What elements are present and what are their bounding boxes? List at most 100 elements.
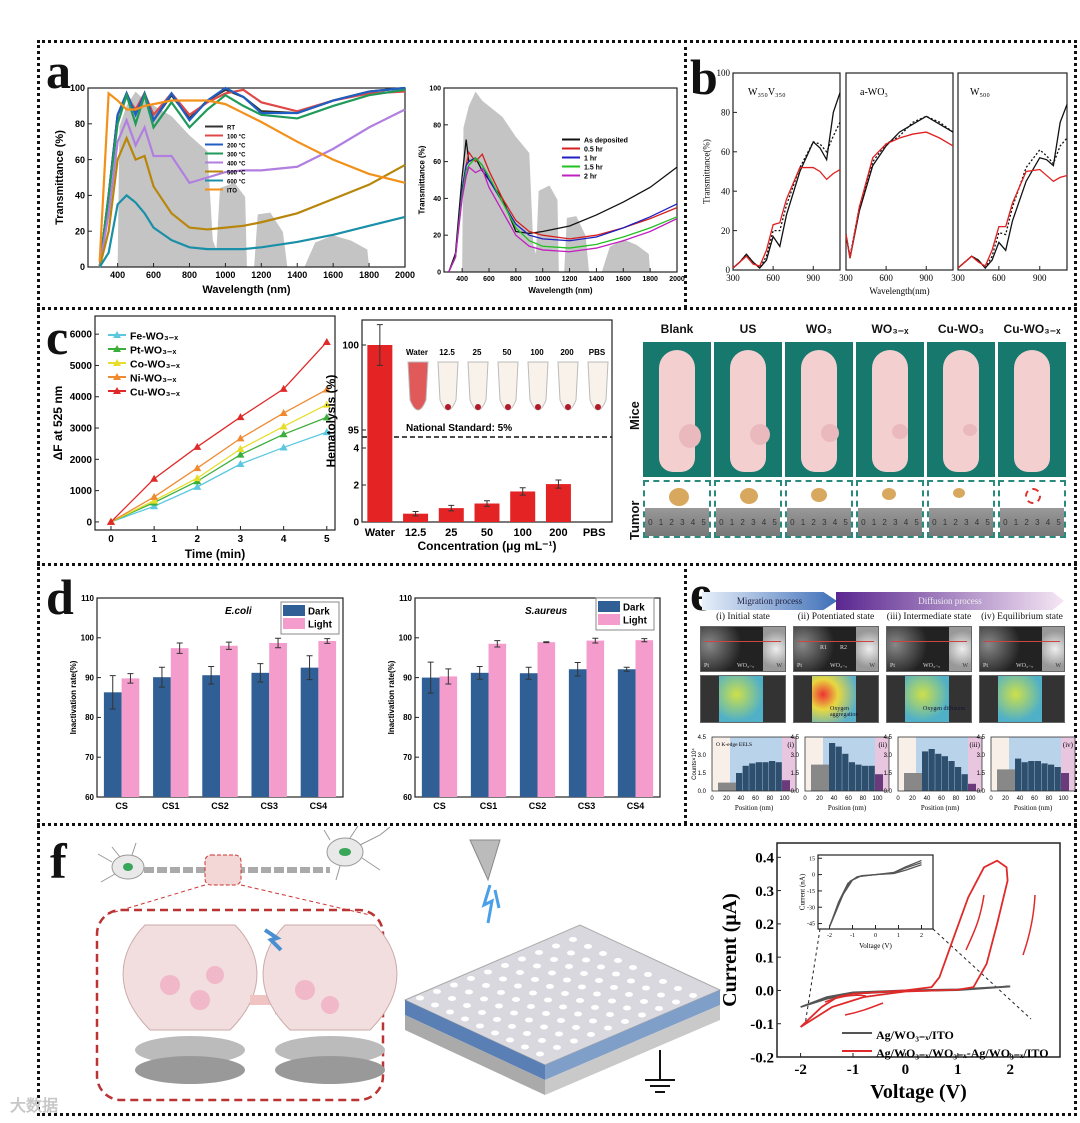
x-tick-label: 20 xyxy=(723,796,730,802)
series-line xyxy=(732,92,841,269)
y-tick-label: 60 xyxy=(433,159,441,166)
x-category-label: PBS xyxy=(583,527,606,539)
tube-label: 50 xyxy=(503,348,512,357)
stem-image: Pt WO₃₋ₓ W R1 R2 xyxy=(793,626,879,672)
state-title: (i) Initial state xyxy=(716,612,770,622)
r1-label: R1 xyxy=(820,645,828,651)
inset-connector xyxy=(804,928,821,1026)
y-tick-label: 0.3 xyxy=(755,884,774,900)
array-cell xyxy=(561,991,569,996)
w-label: W xyxy=(776,663,782,669)
group-label: WO₃₋ₓ xyxy=(871,322,909,336)
y-axis-label: Current (μA) xyxy=(719,893,741,1007)
y-tick-label: 95 xyxy=(348,426,360,437)
y-tick-label: 0.2 xyxy=(755,917,774,933)
y-tick-label: 90 xyxy=(85,673,94,682)
y-tick-label: -45 xyxy=(807,922,815,928)
x-axis-label: Position (nm) xyxy=(1014,804,1053,812)
eels-state-0: (i) Initial state Pt WO₃₋ₓ W 0.0 1.5 3.0 4.… xyxy=(691,612,797,820)
bar xyxy=(510,491,536,522)
array-cell xyxy=(536,1051,544,1057)
y-tick-label: 4.5 xyxy=(791,735,800,741)
x-tick-label: 2 xyxy=(920,933,923,939)
error-bar xyxy=(306,655,313,681)
eels-profile-plot: 0.0 1.5 3.0 4.5 0 20 40 60 80 100 O K-edge EELS (… xyxy=(691,735,797,812)
ruler-tick: 1 xyxy=(658,517,664,527)
array-cell xyxy=(689,993,697,998)
array-cell xyxy=(642,985,650,991)
x-category-label: CS xyxy=(433,801,446,811)
legend-swatch xyxy=(283,618,305,629)
chart-b3: 300 600 900 W₅₀₀ xyxy=(951,72,1068,283)
bar xyxy=(300,667,319,797)
error-bar xyxy=(376,324,383,366)
data-point xyxy=(150,496,159,504)
y-tick-label: 80 xyxy=(85,713,94,722)
y-tick-label: 6000 xyxy=(70,330,93,341)
x-tick-label: 60 xyxy=(938,796,945,802)
array-cell xyxy=(416,995,424,1001)
x-tick-label: 1000 xyxy=(535,276,551,283)
error-bar xyxy=(592,637,599,644)
x-tick-label: 400 xyxy=(110,270,125,280)
error-bar xyxy=(484,500,490,507)
error-bar xyxy=(427,661,434,694)
lightning-icon xyxy=(263,928,283,952)
data-point xyxy=(322,337,331,345)
sample-tube xyxy=(497,361,519,411)
bar xyxy=(519,673,538,797)
x-category-label: CS1 xyxy=(480,801,498,811)
oxygen-map: Oxygen aggregation xyxy=(793,675,879,723)
oxygen-aggregation-label: Oxygen aggregation xyxy=(830,706,859,718)
sample-tube xyxy=(557,361,579,411)
x-tick-label: 60 xyxy=(752,796,759,802)
annotation-text: National Standard: 5% xyxy=(406,423,512,434)
x-category-label: CS xyxy=(115,801,128,811)
x-tick-label: 1 xyxy=(151,534,157,545)
series-line xyxy=(845,115,954,257)
data-point xyxy=(322,385,331,393)
array-cell xyxy=(516,970,524,975)
array-cell xyxy=(550,957,558,962)
x-tick-label: 20 xyxy=(909,796,916,802)
data-point xyxy=(150,502,159,510)
w-label: W xyxy=(869,663,875,669)
y-tick-label: 4 xyxy=(353,444,359,455)
x-axis-label: Wavelength (nm) xyxy=(528,286,592,295)
array-cell xyxy=(514,983,522,989)
stem-image: Pt WO₃₋ₓ W xyxy=(700,626,786,672)
array-cell xyxy=(506,1037,514,1043)
y-axis-label: Inactivation rate(%) xyxy=(387,660,396,734)
bar xyxy=(367,345,393,522)
y-tick-label: 80 xyxy=(433,122,441,129)
series-line xyxy=(98,108,406,268)
series-line xyxy=(448,165,678,273)
bar xyxy=(421,677,440,797)
state-numeral: (i) xyxy=(787,741,794,749)
y-tick-label: 0 xyxy=(812,873,815,879)
x-tick-label: 1400 xyxy=(589,276,605,283)
data-point xyxy=(193,464,202,472)
oxygen-map xyxy=(700,675,786,723)
array-cell xyxy=(614,958,622,963)
wo-label: WO₃₋ₓ xyxy=(830,663,847,669)
legend-label: 500 °C xyxy=(227,170,246,176)
y-tick-label: 3.0 xyxy=(884,753,893,759)
array-cell xyxy=(465,989,473,995)
series-line xyxy=(98,88,406,268)
divider xyxy=(37,307,1077,310)
y-tick-label: 0 xyxy=(86,517,92,528)
bar xyxy=(318,640,337,797)
data-point xyxy=(193,442,202,450)
data-point xyxy=(236,434,245,442)
y-tick-label: 40 xyxy=(433,196,441,203)
cell-pellet xyxy=(565,404,571,410)
y-tick-label: 80 xyxy=(75,119,85,129)
error-bar xyxy=(158,666,165,688)
data-point xyxy=(322,400,331,408)
array-cell xyxy=(482,983,490,988)
ruler-tick: 0 xyxy=(1003,517,1008,527)
ruler-tick: 2 xyxy=(1024,517,1029,527)
oxygen-map: Oxygen diffusion xyxy=(886,675,972,723)
series-line xyxy=(110,388,328,523)
